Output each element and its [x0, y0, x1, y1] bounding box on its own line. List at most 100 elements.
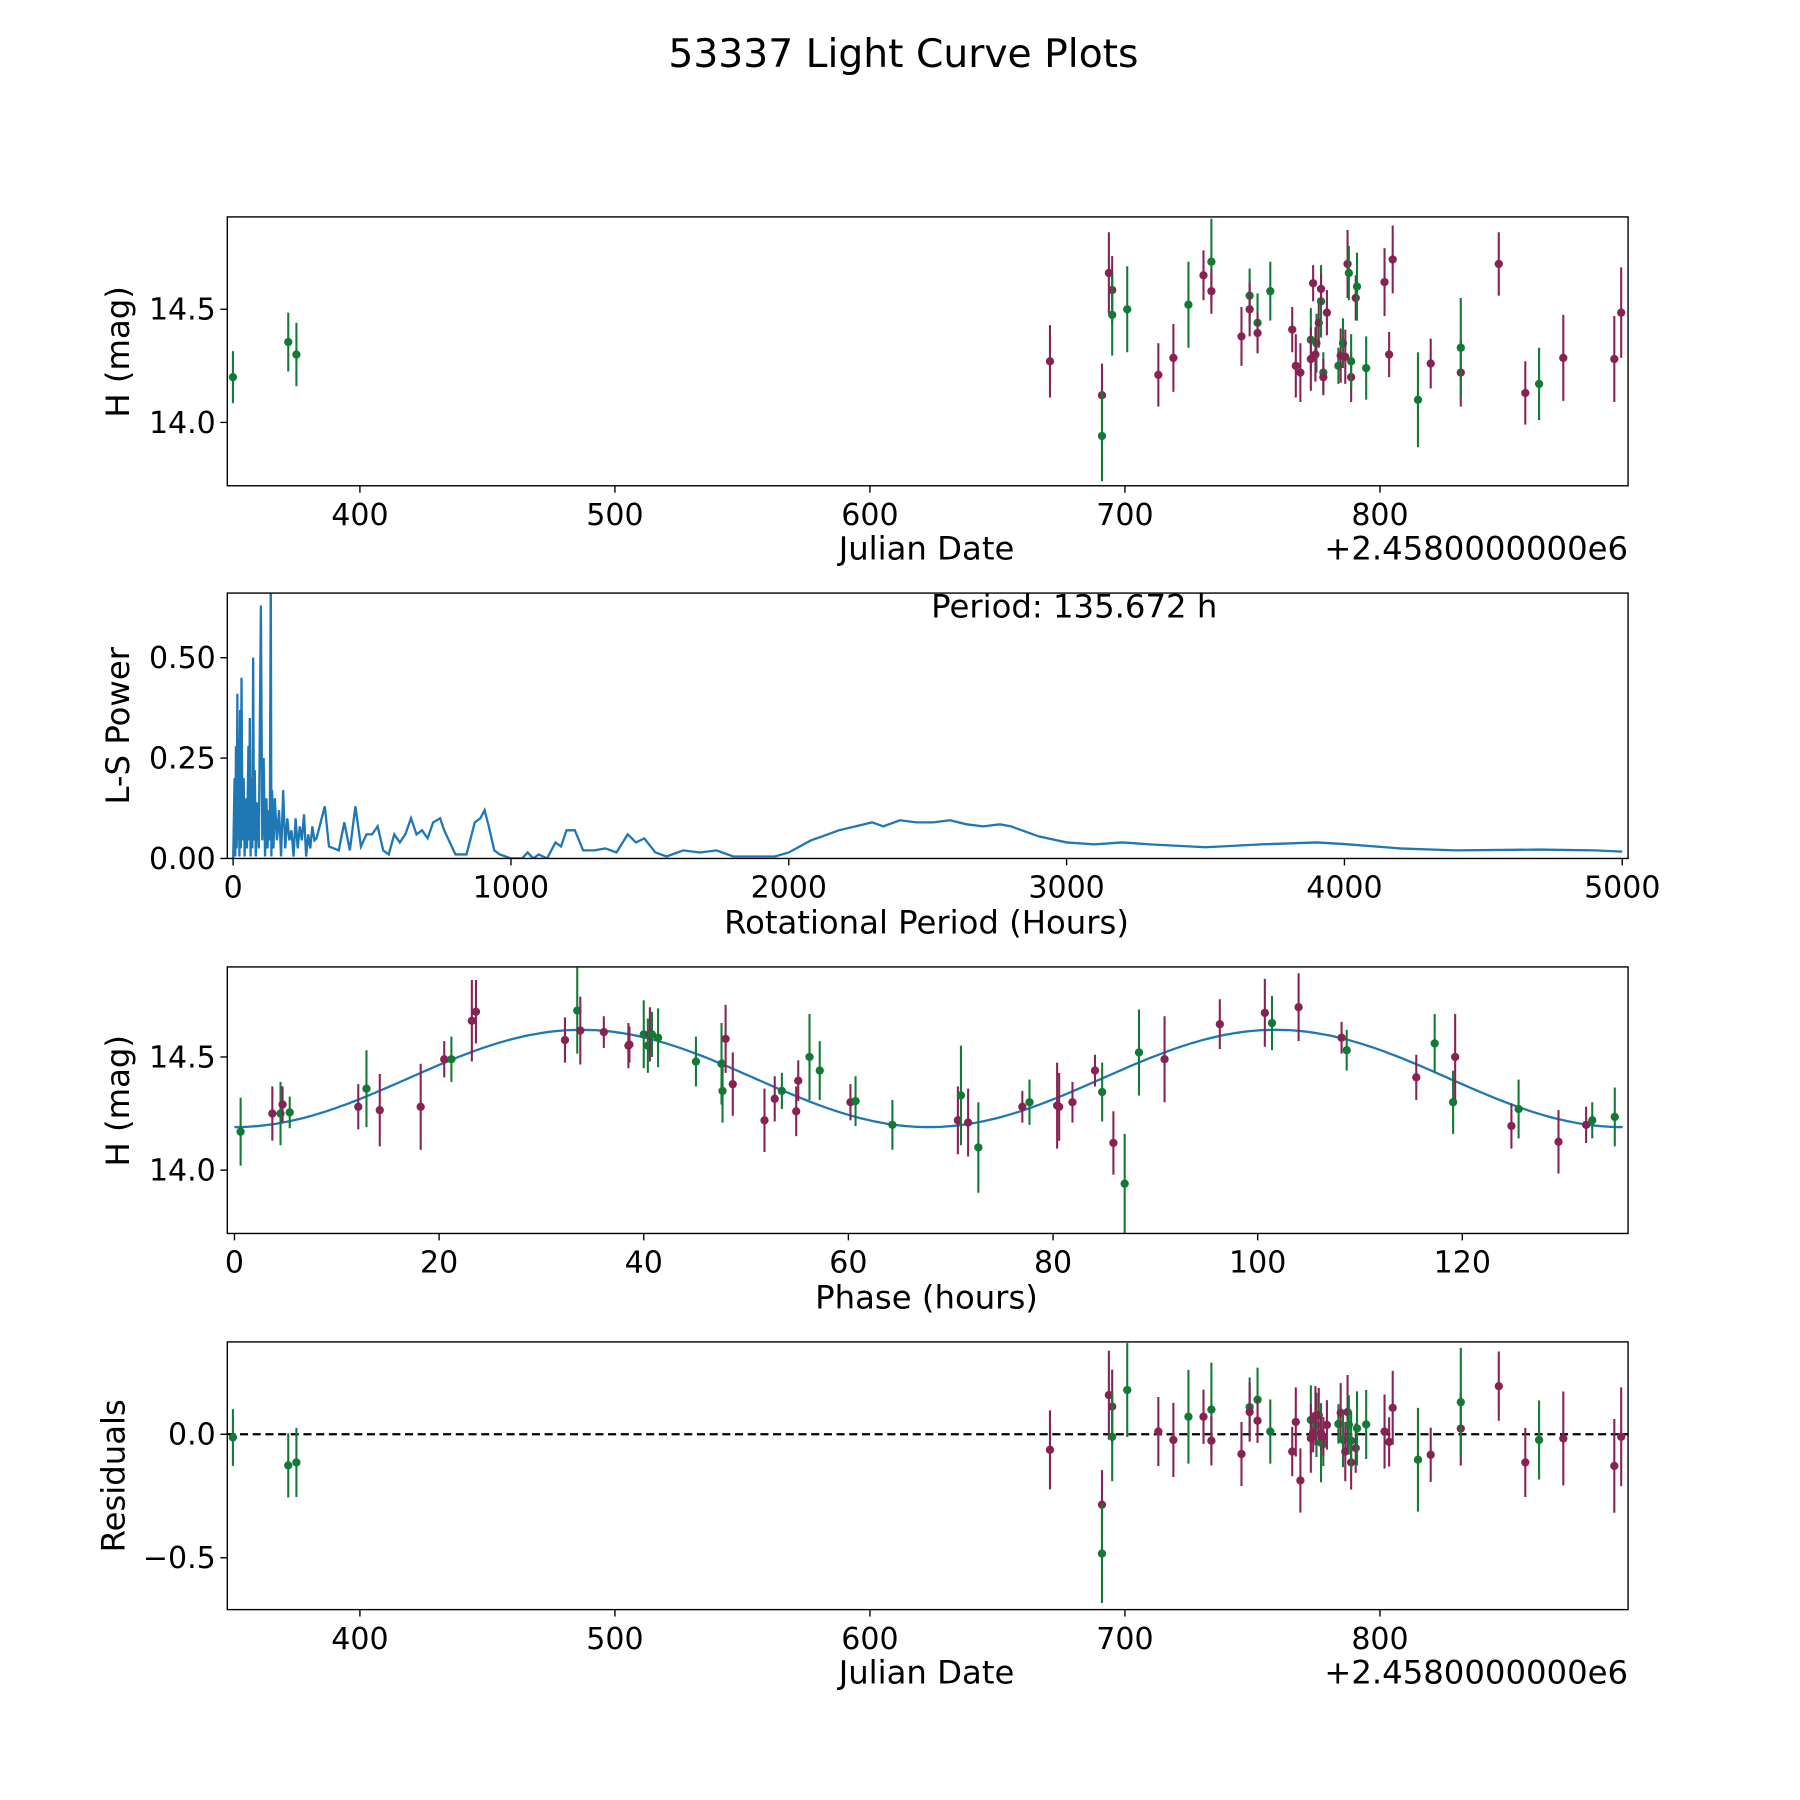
phased-point — [1055, 1102, 1064, 1111]
p1-xtick-label: 800 — [1351, 498, 1408, 533]
phased-point — [268, 1109, 277, 1118]
residual-point — [284, 1461, 293, 1470]
residual-point — [1362, 1420, 1371, 1429]
data-point — [1341, 352, 1350, 361]
data-point — [1344, 268, 1353, 278]
p2-xlabel: Rotational Period (Hours) — [724, 903, 1129, 941]
p1-plot-area — [228, 218, 1626, 482]
phased-point — [1025, 1098, 1034, 1107]
residual-point — [1426, 1450, 1435, 1459]
residual-point — [1291, 1417, 1300, 1427]
phased-point — [447, 1055, 456, 1064]
data-point — [1352, 282, 1362, 291]
data-point — [284, 337, 293, 347]
phased-point — [1018, 1102, 1027, 1111]
residual-point — [1413, 1455, 1423, 1464]
phased-point — [815, 1066, 824, 1075]
p3-ylabel: H (mag) — [99, 1035, 137, 1167]
phased-point — [1342, 1046, 1351, 1055]
phased-point — [416, 1102, 425, 1111]
phased-point — [471, 1007, 481, 1016]
p3-xtick-label: 0 — [225, 1246, 244, 1281]
p1-offset-text: +2.4580000000e6 — [1324, 530, 1628, 568]
data-point — [1266, 286, 1275, 296]
p2-ytick-label: 0.00 — [149, 842, 216, 877]
phased-point — [625, 1040, 634, 1049]
residual-point — [1380, 1427, 1389, 1436]
p2-xtick-label: 2000 — [751, 871, 827, 906]
data-point — [1097, 431, 1107, 441]
p4-offset-text: +2.4580000000e6 — [1324, 1653, 1628, 1691]
residual-point — [1494, 1381, 1503, 1391]
phased-point — [794, 1076, 803, 1085]
residual-point — [1288, 1447, 1297, 1456]
data-point — [1296, 368, 1305, 377]
data-point — [1288, 325, 1297, 334]
phased-point — [1554, 1137, 1563, 1146]
p3-ytick-label: 14.0 — [149, 1153, 216, 1188]
p2-xtick-label: 4000 — [1306, 871, 1382, 906]
phased-point — [560, 1035, 570, 1045]
residual-point — [1108, 1432, 1117, 1441]
data-point — [1521, 388, 1530, 398]
phased-point — [963, 1118, 973, 1127]
phased-point — [1514, 1104, 1523, 1114]
p4-xtick-label: 400 — [331, 1622, 388, 1657]
p3-xtick-label: 80 — [1034, 1246, 1072, 1281]
data-point — [1388, 255, 1397, 264]
p1-ylabel: H (mag) — [99, 286, 137, 418]
residual-point — [1169, 1435, 1178, 1445]
phased-point — [647, 1030, 657, 1039]
phased-point — [1430, 1039, 1439, 1048]
residual-point — [1207, 1436, 1216, 1445]
residual-point — [1322, 1420, 1332, 1430]
p4-xtick-label: 600 — [841, 1622, 898, 1657]
residual-point — [1319, 1432, 1328, 1441]
residual-point — [1352, 1424, 1362, 1433]
p4-ylabel: Residuals — [95, 1399, 133, 1552]
phased-point — [851, 1096, 860, 1106]
phased-point — [974, 1143, 983, 1152]
phased-point — [777, 1086, 787, 1096]
p1-frame — [226, 216, 1629, 487]
residual-point — [1559, 1434, 1568, 1443]
p2-xtick-label: 0 — [224, 871, 243, 906]
data-point — [1380, 277, 1389, 287]
data-point — [1319, 372, 1328, 382]
periodogram-line — [232, 593, 1623, 859]
p2-ylabel: L-S Power — [99, 646, 137, 804]
residual-point — [292, 1458, 301, 1467]
data-point — [1322, 308, 1332, 317]
data-point — [1413, 395, 1423, 404]
residual-point — [1388, 1403, 1397, 1413]
model-fit-curve — [234, 1028, 1623, 1129]
phased-point — [440, 1055, 449, 1064]
residual-point — [1184, 1412, 1193, 1421]
phased-point — [1109, 1138, 1118, 1148]
phased-point — [599, 1027, 609, 1037]
residual-point — [1237, 1449, 1246, 1459]
p1-xlabel: Julian Date — [837, 530, 1015, 568]
p2-frame — [226, 592, 1629, 860]
phased-point — [1120, 1179, 1129, 1188]
residual-point — [1266, 1427, 1275, 1436]
residual-point — [228, 1433, 238, 1442]
residual-point — [1521, 1458, 1530, 1467]
phased-point — [1448, 1098, 1458, 1107]
residual-point — [1154, 1427, 1163, 1436]
p3-ytick-label: 14.5 — [149, 1040, 216, 1075]
phased-point — [375, 1105, 384, 1115]
phased-point — [792, 1107, 801, 1116]
phased-point — [1134, 1048, 1144, 1057]
residual-point — [1456, 1398, 1465, 1407]
phased-point — [467, 1016, 477, 1025]
residual-point — [1341, 1447, 1350, 1456]
phased-point — [1451, 1052, 1460, 1062]
phased-point — [721, 1034, 730, 1044]
data-point — [1237, 332, 1246, 341]
data-point — [1617, 308, 1626, 317]
phased-point — [1294, 1003, 1303, 1012]
phased-point — [805, 1052, 814, 1062]
residual-point — [1351, 1443, 1360, 1453]
